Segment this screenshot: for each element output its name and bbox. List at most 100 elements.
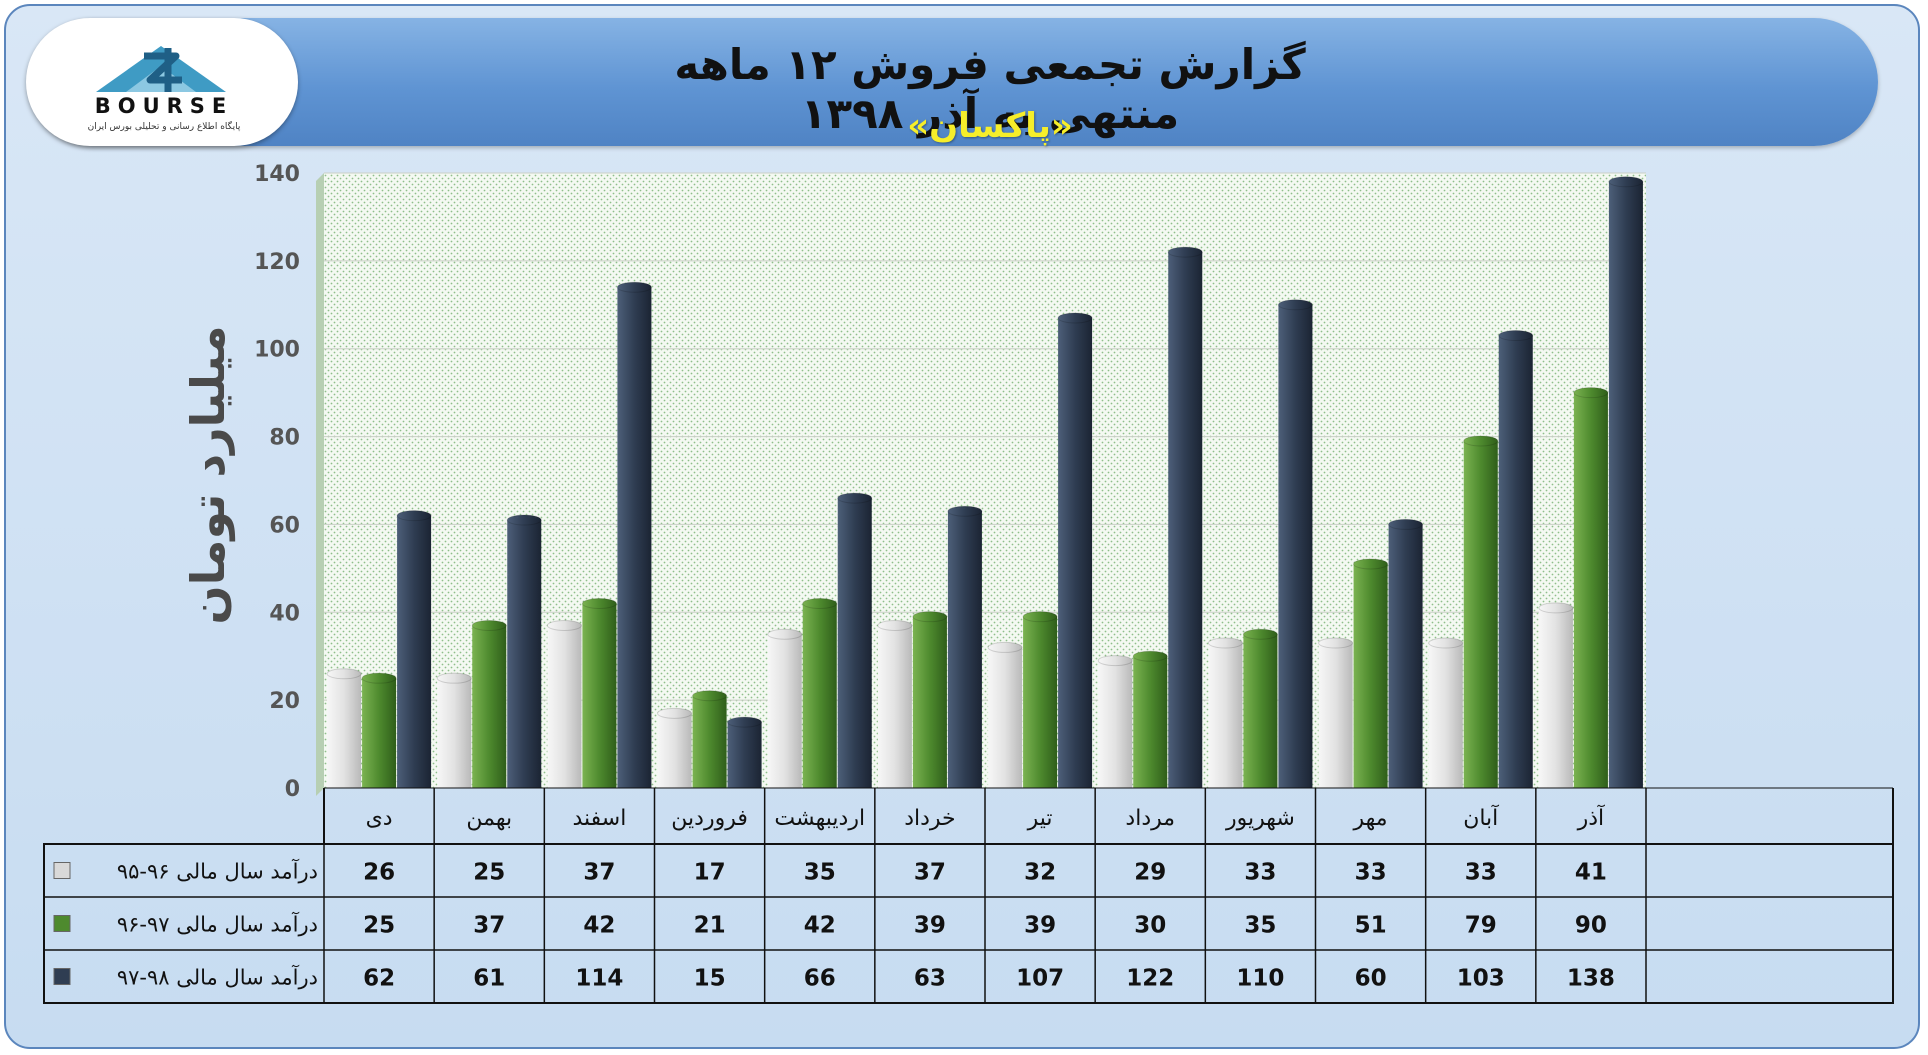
bar (987, 641, 1023, 788)
data-label: 63 (914, 966, 946, 992)
y-tick-label: 20 (269, 689, 300, 714)
data-label: 26 (363, 860, 395, 886)
legend-label: درآمد سال مالی ۹۸-۹۷ (117, 965, 318, 990)
bar (1498, 330, 1534, 788)
bar (657, 707, 693, 788)
data-label: 30 (1134, 913, 1166, 939)
bar (1022, 611, 1058, 788)
plot-area (324, 173, 1646, 788)
bar (396, 510, 432, 788)
data-label: 41 (1575, 860, 1607, 886)
logo-mark-icon (96, 46, 226, 92)
bar (1207, 637, 1243, 788)
bar (616, 281, 652, 788)
data-label: 37 (914, 860, 946, 886)
legend-swatch-icon (53, 862, 71, 879)
data-label: 122 (1126, 966, 1174, 992)
data-label: 107 (1016, 966, 1064, 992)
data-label: 42 (583, 913, 615, 939)
data-label: 39 (914, 913, 946, 939)
data-label: 32 (1024, 860, 1056, 886)
data-label: 60 (1355, 966, 1387, 992)
category-label: اسفند (572, 806, 626, 831)
data-label: 103 (1457, 966, 1505, 992)
data-label: 138 (1567, 966, 1615, 992)
category-label: بهمن (466, 806, 512, 831)
category-label: آبان (1463, 804, 1499, 831)
data-label: 114 (575, 966, 623, 992)
data-label: 61 (473, 966, 505, 992)
bar (1463, 435, 1499, 788)
data-table (43, 843, 1894, 1004)
y-tick-label: 60 (269, 513, 300, 538)
data-label: 51 (1355, 913, 1387, 939)
bar (1608, 176, 1644, 789)
data-label: 33 (1244, 860, 1276, 886)
legend-swatch-icon (53, 915, 71, 932)
y-tick-label: 120 (254, 250, 300, 275)
bar (1242, 628, 1278, 788)
data-label: 35 (804, 860, 836, 886)
data-label: 25 (473, 860, 505, 886)
category-label: مرداد (1125, 806, 1175, 831)
y-tick-label: 80 (269, 426, 300, 451)
logo-tagline: پایگاه اطلاع رسانی و تحلیلی بورس ایران (87, 122, 241, 132)
y-tick-label: 100 (254, 338, 300, 363)
header-banner: گزارش تجمعی فروش ۱۲ ماهه منتهی به آذر ۱۳… (30, 18, 1878, 146)
bar (1428, 637, 1464, 788)
data-label: 79 (1465, 913, 1497, 939)
bar (471, 619, 507, 788)
data-label: 35 (1244, 913, 1276, 939)
category-label: اردیبهشت (774, 806, 865, 831)
data-label: 29 (1134, 860, 1166, 886)
data-label: 33 (1355, 860, 1387, 886)
chart-subtitle: «پاکسان» (907, 106, 1073, 146)
data-label: 15 (694, 966, 726, 992)
data-label: 33 (1465, 860, 1497, 886)
bar (436, 672, 472, 788)
category-label: مهر (1353, 806, 1388, 831)
category-label: فروردین (671, 806, 748, 831)
category-label: دی (366, 806, 393, 831)
logo: BOURSE پایگاه اطلاع رسانی و تحلیلی بورس … (26, 18, 298, 146)
data-label: 90 (1575, 913, 1607, 939)
bar (912, 611, 948, 788)
bar (1538, 602, 1574, 788)
bar (1057, 312, 1093, 788)
bar (1167, 246, 1203, 789)
category-label: تیر (1027, 806, 1053, 831)
bar (802, 598, 838, 788)
category-label: خرداد (904, 806, 955, 831)
data-label: 42 (804, 913, 836, 939)
chart-title: گزارش تجمعی فروش ۱۲ ماهه منتهی به آذر ۱۳… (674, 40, 1306, 138)
bar (1097, 655, 1133, 788)
data-label: 39 (1024, 913, 1056, 939)
legend-swatch-icon (53, 968, 71, 985)
data-label: 66 (804, 966, 836, 992)
bar (837, 492, 873, 788)
bar (727, 716, 763, 788)
plot-side-wall (316, 173, 324, 796)
bar (581, 598, 617, 788)
bar (506, 514, 542, 788)
data-label: 25 (363, 913, 395, 939)
data-label: 37 (473, 913, 505, 939)
bar (767, 628, 803, 788)
data-label: 21 (694, 913, 726, 939)
bar (692, 690, 728, 788)
legend-label: درآمد سال مالی ۹۷-۹۶ (117, 912, 318, 937)
y-tick-label: 0 (285, 777, 300, 802)
bar (947, 505, 983, 788)
data-label: 17 (694, 860, 726, 886)
bar (1318, 637, 1354, 788)
category-label: آذر (1577, 804, 1605, 831)
legend-label: درآمد سال مالی ۹۶-۹۵ (117, 859, 318, 884)
data-label: 62 (363, 966, 395, 992)
data-label: 37 (583, 860, 615, 886)
bar (361, 672, 397, 788)
bar (1353, 558, 1389, 788)
bar (546, 619, 582, 788)
bar (877, 619, 913, 788)
bar (326, 668, 362, 788)
